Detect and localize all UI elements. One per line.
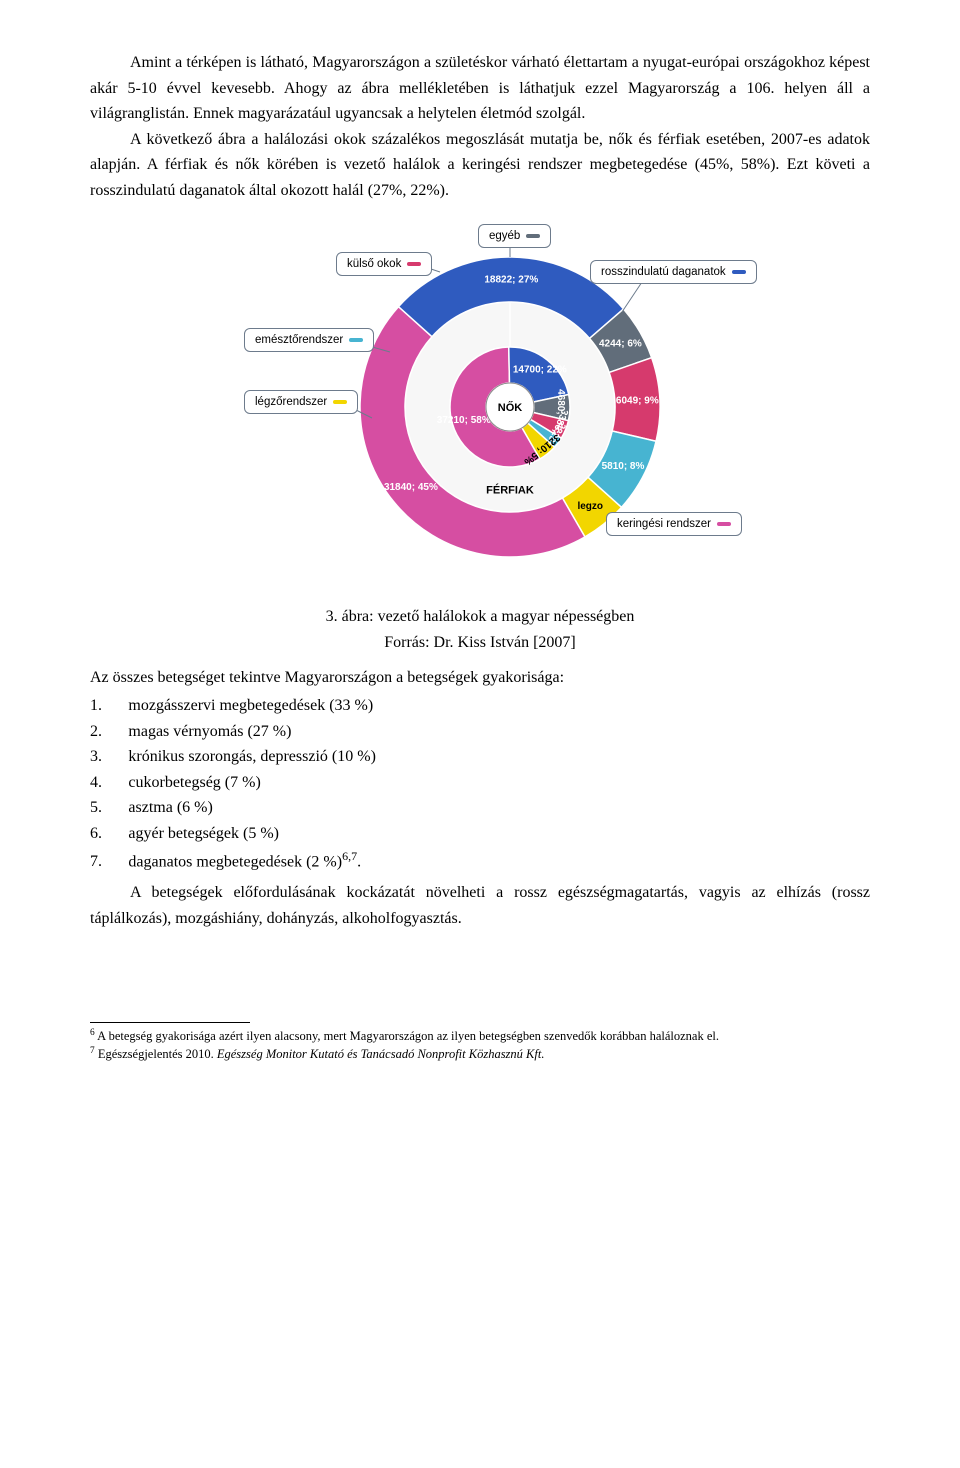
caption-line-1: 3. ábra: vezető halálokok a magyar népes… <box>90 604 870 630</box>
list-item-text: magas vérnyomás (27 %) <box>128 723 291 740</box>
list-item-text: cukorbetegség (7 %) <box>128 774 260 791</box>
footnote-ref: 6,7 <box>342 849 357 863</box>
svg-text:18822; 27%: 18822; 27% <box>484 274 538 285</box>
list-item-text: krónikus szorongás, depresszió (10 %) <box>128 748 376 765</box>
list-item: 6.agyér betegségek (5 %) <box>90 821 870 847</box>
list-item-text: agyér betegségek (5 %) <box>128 825 279 842</box>
list-item: 5.asztma (6 %) <box>90 795 870 821</box>
svg-text:FÉRFIAK: FÉRFIAK <box>486 483 534 496</box>
paragraph-2: A következő ábra a halálozási okok száza… <box>90 127 870 204</box>
list-item: 7.daganatos megbetegedések (2 %)6,7. <box>90 847 870 875</box>
chart-legend-label: keringési rendszer <box>606 512 742 536</box>
list-item: 4.cukorbetegség (7 %) <box>90 770 870 796</box>
svg-text:37210; 58%: 37210; 58% <box>437 414 491 425</box>
footnotes: 6 A betegség gyakorisága azért ilyen ala… <box>90 1022 870 1063</box>
paragraph-1: Amint a térképen is látható, Magyarorszá… <box>90 50 870 127</box>
list-item-text: asztma (6 %) <box>128 799 212 816</box>
chart-legend-label: rosszindulatú daganatok <box>590 260 757 284</box>
list-intro: Az összes betegséget tekintve Magyarorsz… <box>90 665 870 691</box>
figure-caption: 3. ábra: vezető halálokok a magyar népes… <box>90 604 870 655</box>
list-item: 3.krónikus szorongás, depresszió (10 %) <box>90 744 870 770</box>
list-item: 1.mozgásszervi megbetegedések (33 %) <box>90 693 870 719</box>
chart-legend-label: külső okok <box>336 252 432 276</box>
footnote-7: 7 Egészségjelentés 2010. Egészség Monito… <box>90 1045 870 1063</box>
svg-text:5810; 8%: 5810; 8% <box>602 461 645 472</box>
paragraph-3: A betegségek előfordulásának kockázatát … <box>90 880 870 931</box>
footnote-6: 6 A betegség gyakorisága azért ilyen ala… <box>90 1027 870 1045</box>
svg-text:31840; 45%: 31840; 45% <box>384 482 438 493</box>
svg-text:14700; 22%: 14700; 22% <box>513 364 567 375</box>
disease-list: 1.mozgásszervi megbetegedések (33 %) 2.m… <box>90 693 870 874</box>
chart-container: 31840; 45% 18822; 27% 4244; 6% 6049; 9% 5810… <box>90 222 870 591</box>
svg-text:legzo: legzo <box>577 501 603 512</box>
list-item: 2.magas vérnyomás (27 %) <box>90 719 870 745</box>
list-item-text: mozgásszervi megbetegedések (33 %) <box>128 697 373 714</box>
caption-line-2: Forrás: Dr. Kiss István [2007] <box>90 630 870 656</box>
chart-legend-label: légzőrendszer <box>244 390 358 414</box>
chart-legend-label: egyéb <box>478 224 551 248</box>
svg-text:6049; 9%: 6049; 9% <box>616 395 659 406</box>
svg-text:NŐK: NŐK <box>498 401 523 414</box>
list-item-text: daganatos megbetegedések (2 %) <box>128 853 342 870</box>
svg-text:4244; 6%: 4244; 6% <box>599 338 642 349</box>
chart-legend-label: emésztőrendszer <box>244 328 374 352</box>
